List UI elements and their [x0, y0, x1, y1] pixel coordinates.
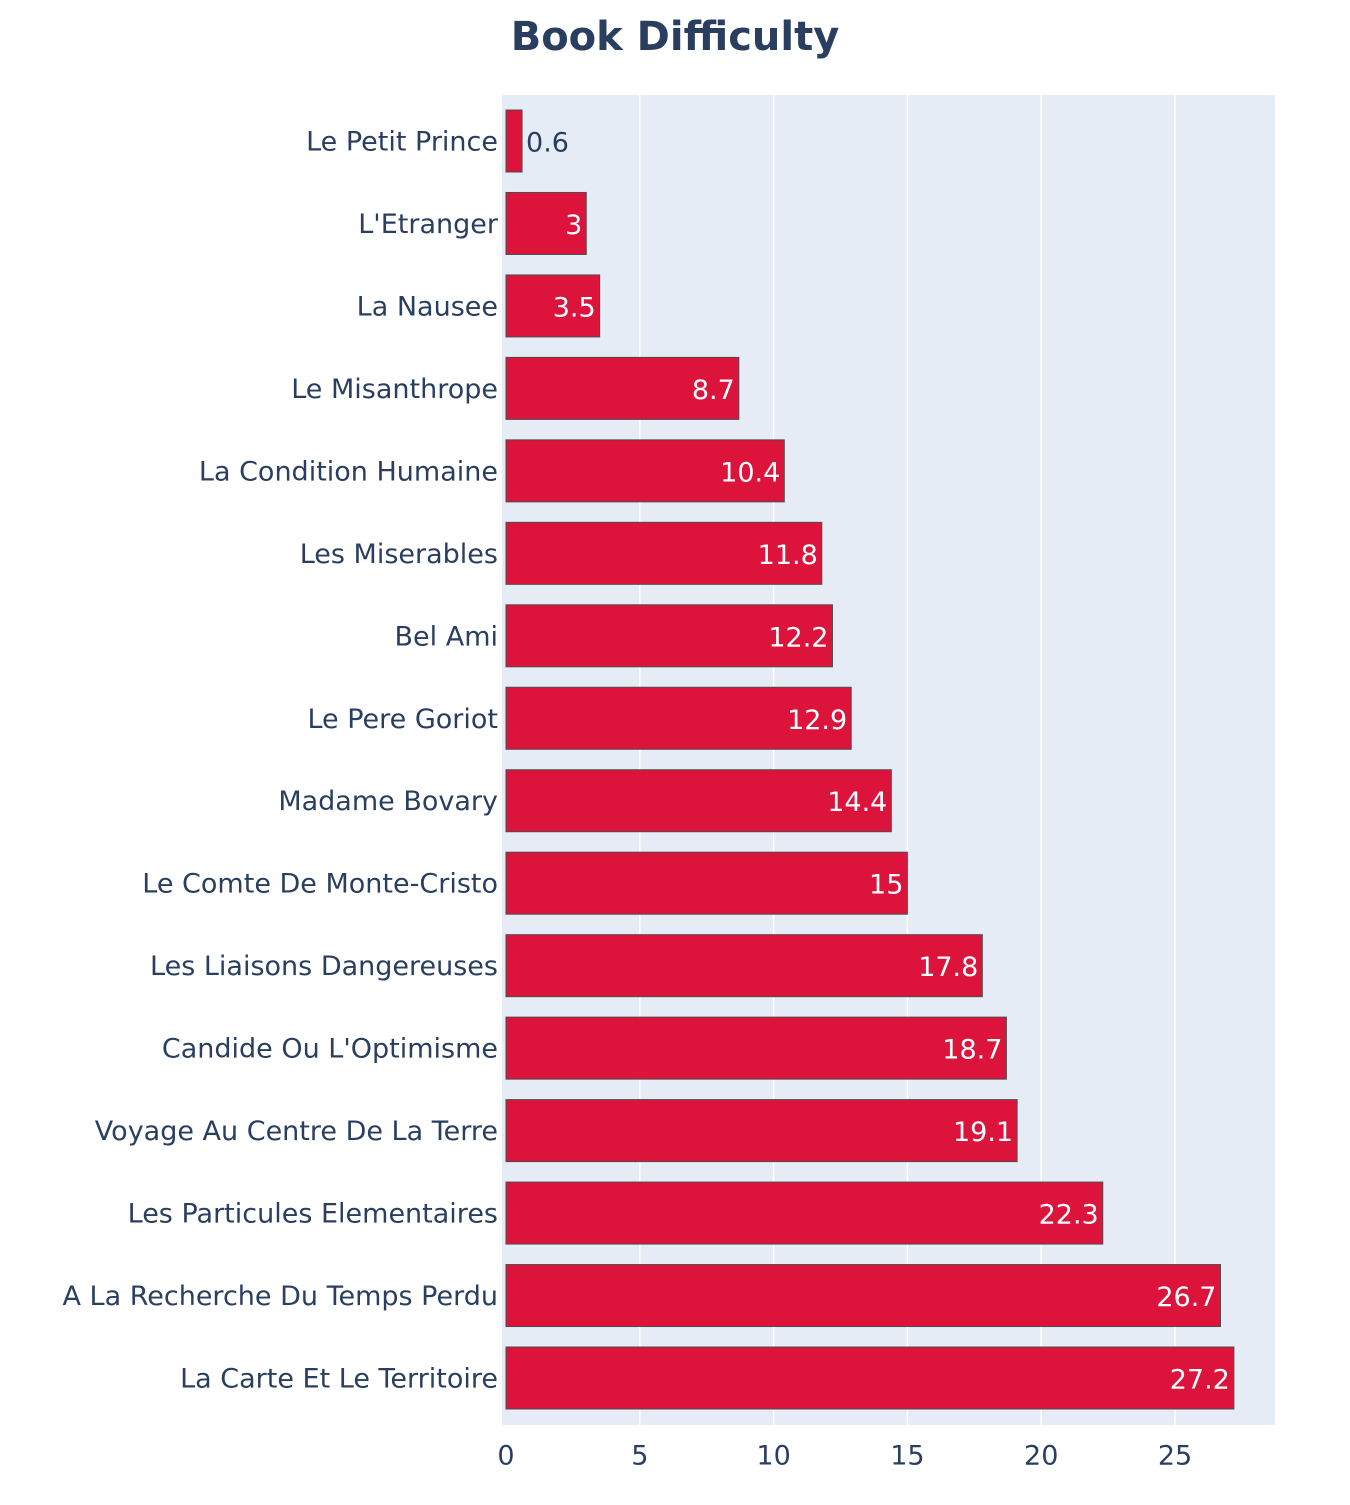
bar-value-label: 15	[869, 870, 903, 901]
bar-12	[506, 1017, 1006, 1079]
x-tick-label: 5	[631, 1441, 648, 1472]
bar-value-label: 26.7	[1156, 1282, 1216, 1313]
bar-value-label: 0.6	[526, 128, 569, 159]
x-tick-label: 25	[1158, 1441, 1192, 1472]
bar-value-label: 12.9	[787, 705, 847, 736]
bar-chart: Book Difficulty 0.6 3 3.5 8.7 10.4 11.8 12.2 12…	[0, 0, 1350, 1500]
bar-11	[506, 935, 982, 997]
bar-14	[506, 1182, 1103, 1244]
bar-value-label: 18.7	[942, 1035, 1002, 1066]
y-category-label: Madame Bovary	[278, 786, 498, 817]
y-category-label: Les Miserables	[300, 539, 498, 570]
y-category-label: Les Particules Elementaires	[128, 1199, 498, 1230]
y-category-label: La Nausee	[357, 291, 498, 322]
y-category-label: Les Liaisons Dangereuses	[150, 951, 498, 982]
bar-value-label: 19.1	[953, 1117, 1013, 1148]
y-category-label: Bel Ami	[395, 621, 499, 652]
chart-container: Book Difficulty 0.6 3 3.5 8.7 10.4 11.8 12.2 12…	[0, 0, 1350, 1500]
y-category-label: La Carte Et Le Territoire	[180, 1364, 498, 1395]
bar-10	[506, 852, 907, 914]
bar-16	[506, 1347, 1234, 1409]
bar-15	[506, 1265, 1220, 1327]
bar-13	[506, 1100, 1017, 1162]
x-tick-label: 20	[1024, 1441, 1058, 1472]
y-category-label: La Condition Humaine	[199, 456, 498, 487]
y-category-label: Le Pere Goriot	[307, 704, 498, 735]
y-category-label: Le Petit Prince	[306, 127, 498, 158]
y-category-label: Voyage Au Centre De La Terre	[95, 1116, 498, 1147]
bar-value-label: 10.4	[720, 457, 780, 488]
x-tick-label: 0	[497, 1441, 514, 1472]
bar-value-label: 3	[565, 210, 582, 241]
y-category-label: L'Etranger	[358, 209, 499, 240]
y-category-label: A La Recherche Du Temps Perdu	[62, 1281, 498, 1312]
y-category-label: Candide Ou L'Optimisme	[162, 1034, 498, 1065]
x-tick-label: 10	[756, 1441, 790, 1472]
x-tick-label: 15	[890, 1441, 924, 1472]
bar-value-label: 22.3	[1039, 1200, 1099, 1231]
bar-value-label: 12.2	[768, 622, 828, 653]
bar-value-label: 27.2	[1170, 1365, 1230, 1396]
y-category-label: Le Misanthrope	[291, 374, 498, 405]
bar-value-label: 11.8	[758, 540, 818, 571]
bar-1	[506, 110, 522, 172]
bar-value-label: 8.7	[692, 375, 735, 406]
chart-title: Book Difficulty	[511, 14, 840, 60]
bar-value-label: 17.8	[918, 952, 978, 983]
y-axis-category-labels: Le Petit Prince L'Etranger La Nausee Le Mis…	[62, 127, 498, 1395]
x-axis-tick-labels: 0 5 10 15 20 25	[497, 1441, 1192, 1472]
y-category-label: Le Comte De Monte-Cristo	[142, 869, 498, 900]
bar-value-label: 3.5	[553, 292, 596, 323]
bar-value-label: 14.4	[827, 787, 887, 818]
